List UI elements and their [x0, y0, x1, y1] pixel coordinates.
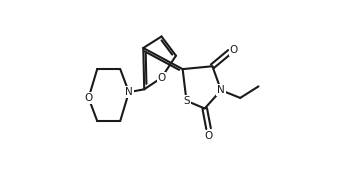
Text: S: S — [183, 96, 190, 106]
Text: N: N — [217, 85, 225, 95]
Text: N: N — [125, 87, 133, 97]
Text: O: O — [157, 73, 166, 83]
Text: O: O — [205, 131, 213, 141]
Text: O: O — [230, 45, 238, 55]
Text: O: O — [85, 93, 93, 103]
